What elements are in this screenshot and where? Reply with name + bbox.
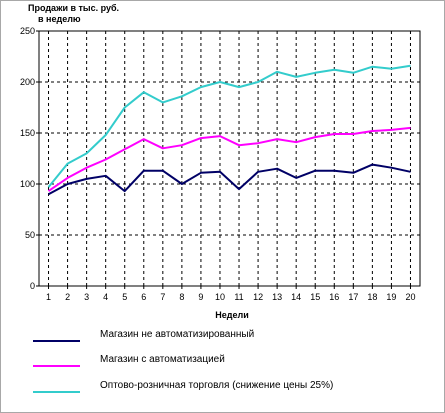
series-line-2 (47, 126, 411, 192)
x-tick-label: 4 (103, 292, 108, 302)
x-tick-label: 13 (272, 292, 282, 302)
y-axis-label-line-1: Продажи в тыс. руб. (28, 3, 119, 13)
y-tick-label: 200 (20, 77, 35, 87)
legend: Магазин не автоматизированный Магазин с а… (33, 329, 333, 393)
axes (36, 30, 421, 289)
legend-label-1: Магазин не автоматизированный (100, 329, 254, 340)
series (47, 64, 411, 196)
x-axis-label: Недели (215, 310, 248, 320)
x-tick-label: 15 (310, 292, 320, 302)
x-tick-label: 12 (253, 292, 263, 302)
x-tick-label: 8 (179, 292, 184, 302)
x-tick-label: 5 (122, 292, 127, 302)
legend-label-3: Оптово-розничная торговля (снижение цены… (100, 380, 333, 391)
x-tick-label: 7 (160, 292, 165, 302)
x-tick-label: 14 (291, 292, 301, 302)
x-tick-label: 3 (84, 292, 89, 302)
x-tick-label: 19 (386, 292, 396, 302)
x-tick-label: 11 (234, 292, 243, 302)
x-tick-label: 20 (405, 292, 415, 302)
y-tick-label: 150 (20, 128, 35, 138)
y-tick-label: 0 (30, 281, 35, 291)
x-tick-label: 6 (141, 292, 146, 302)
x-tick-label: 16 (329, 292, 339, 302)
x-tick-label: 2 (65, 292, 70, 302)
x-tick-label: 1 (46, 292, 51, 302)
y-tick-labels: 0 50 100 150 200 250 (20, 26, 35, 291)
series-line-3 (47, 64, 411, 188)
x-tick-label: 9 (198, 292, 203, 302)
x-tick-label: 10 (215, 292, 225, 302)
y-axis-label-line-2: в неделю (38, 14, 81, 24)
legend-label-2: Магазин с автоматизацией (100, 354, 225, 365)
y-tick-label: 50 (25, 230, 35, 240)
y-tick-label: 250 (20, 26, 35, 36)
x-tick-label: 18 (367, 292, 377, 302)
plot-area-border (38, 30, 421, 287)
x-tick-labels: 1 2 3 4 5 6 7 8 9 10 11 12 13 14 15 16 17 18 19 20 (46, 292, 415, 302)
x-tick-label: 17 (348, 292, 358, 302)
y-tick-label: 100 (20, 179, 35, 189)
series-line-1 (48, 163, 411, 196)
